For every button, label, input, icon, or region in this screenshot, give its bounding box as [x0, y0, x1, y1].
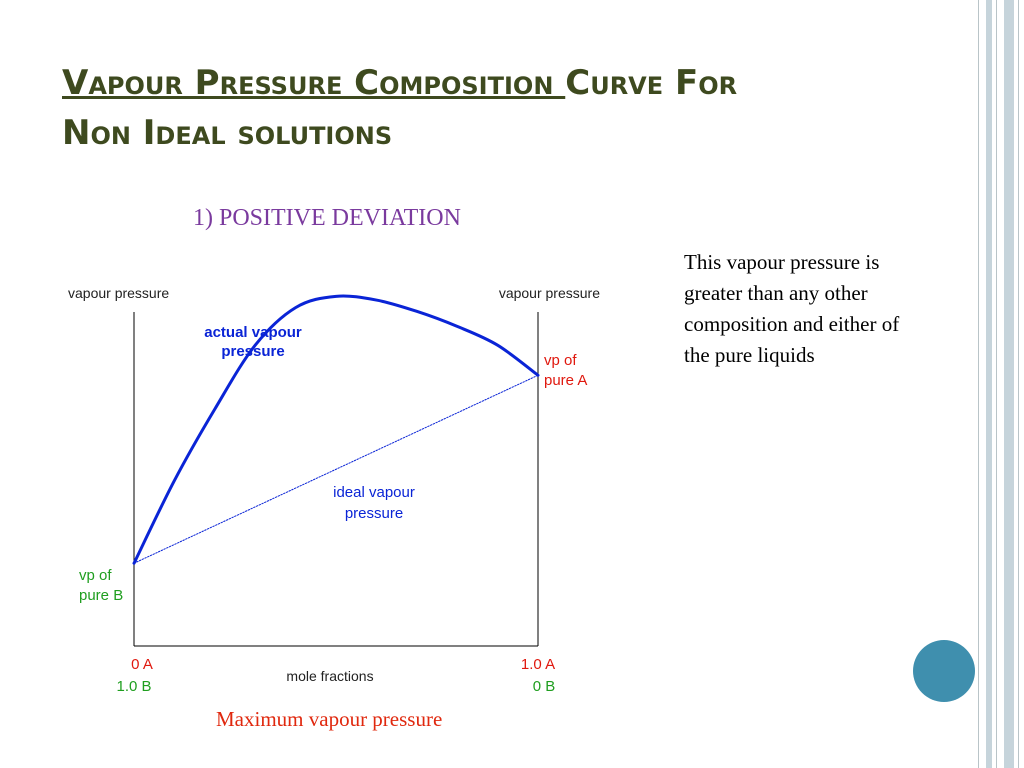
frame-line-2: [996, 0, 997, 768]
x-tick-bottom-1: 0 B: [533, 678, 556, 695]
series-line-0: [132, 294, 540, 565]
vp-pure-b-label: vp of pure B: [79, 567, 123, 604]
x-tick-top-1: 1.0 A: [521, 656, 555, 673]
left-axis-label: vapour pressure: [68, 285, 169, 301]
x-tick-bottom-0: 1.0 B: [116, 678, 151, 695]
title-part-underlined: Vapour Pressure Composition: [62, 63, 566, 103]
frame-line-3: [1018, 0, 1019, 768]
ideal-vapour-pressure-label: ideal vapour pressure: [333, 484, 415, 522]
title-line-2: Non Ideal solutions: [62, 113, 393, 153]
actual-vapour-pressure-label: actual vapour pressure: [204, 324, 302, 360]
series-layer: [132, 294, 540, 565]
side-note: This vapour pressure is greater than any…: [684, 250, 900, 367]
subtitle: 1) POSITIVE DEVIATION: [193, 205, 461, 231]
caption: Maximum vapour pressure: [216, 707, 443, 731]
right-axis-label: vapour pressure: [499, 285, 600, 301]
x-axis-label: mole fractions: [286, 668, 373, 684]
x-tick-top-0: 0 A: [131, 656, 153, 673]
decorative-circle: [913, 640, 975, 702]
frame-line-1: [978, 0, 979, 768]
label-layer: actual vapour pressure ideal vapour pressur…: [79, 324, 587, 695]
vp-pure-a-label: vp of pure A: [544, 352, 587, 389]
series-line-1: [133, 374, 539, 564]
vapour-pressure-chart: vapour pressure vapour pressure mole fra…: [68, 285, 600, 695]
title-part-plain: Curve For: [565, 63, 738, 103]
slide-title: Vapour Pressure Composition Curve For No…: [62, 58, 922, 158]
frame-bar-1: [986, 0, 992, 768]
frame-bar-2: [1004, 0, 1014, 768]
